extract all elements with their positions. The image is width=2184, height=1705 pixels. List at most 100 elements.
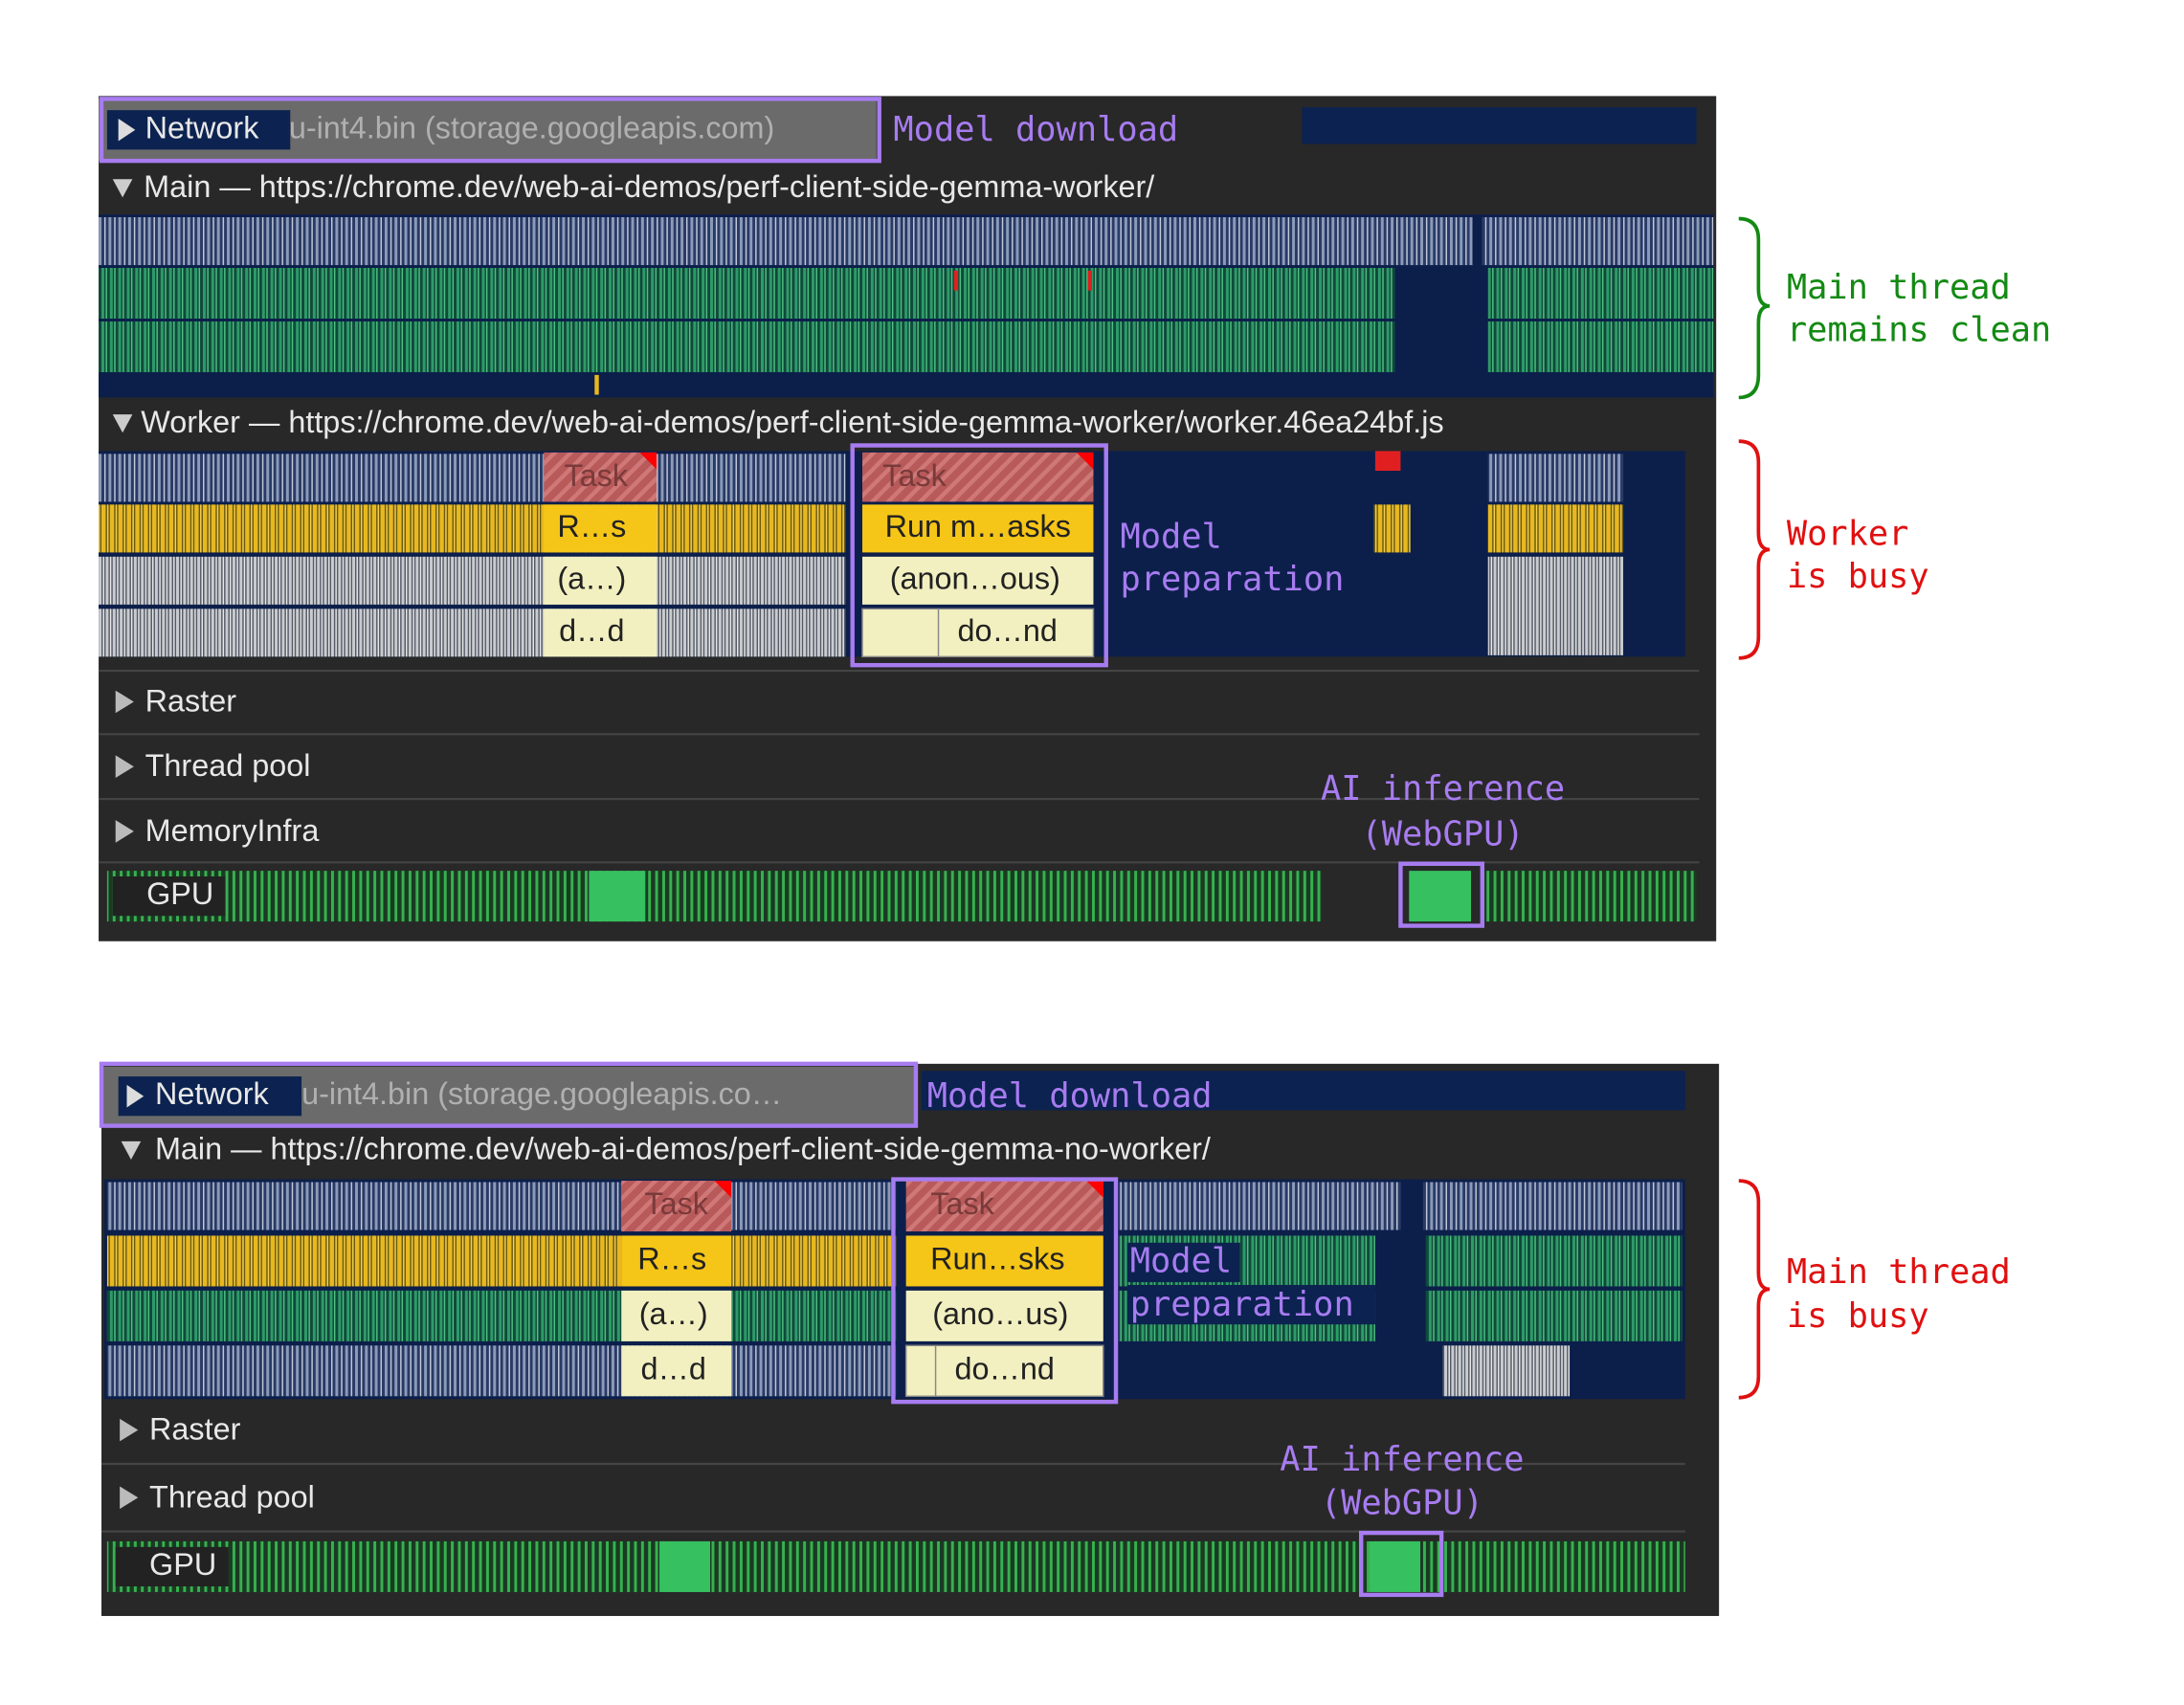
brace [1738,439,1771,660]
brace [1738,1179,1771,1400]
expand-arrow[interactable] [120,1486,139,1510]
side-note: Main thread [1787,1252,2011,1292]
task-label: Task [930,1186,994,1221]
download-note: Model download [893,110,1178,149]
highlight-box [99,1061,919,1128]
track-label[interactable]: Thread pool [145,748,311,783]
flame-block[interactable] [862,504,1094,553]
task-block[interactable] [905,1181,1103,1232]
flame-label: (anon…ous) [890,561,1060,595]
track-label[interactable]: Thread pool [149,1479,315,1514]
flame-event [1087,270,1092,291]
task-stack: Task R…s (a…) d…d [621,1181,732,1397]
flame-event [1374,451,1401,472]
task-block[interactable] [621,1181,732,1232]
network-track-label[interactable]: Network [155,1076,270,1111]
flame-block[interactable] [904,1344,1104,1398]
flame-row [1487,268,1714,320]
flame-label: (ano…us) [932,1296,1068,1331]
gpu-row [1482,871,1697,922]
main-track-label[interactable]: Main — https://chrome.dev/web-ai-demos/p… [144,169,1154,204]
inference-note: AI inference [1321,769,1565,808]
flame-block[interactable] [905,1235,1103,1287]
flame-block[interactable] [621,1345,732,1397]
network-label-bg [106,110,291,150]
note-bg [1126,1242,1240,1283]
gpu-row [106,1540,1685,1592]
gpu-row [106,871,1322,922]
flame-row [106,1290,897,1341]
main-track-label[interactable]: Main — https://chrome.dev/web-ai-demos/p… [155,1132,1211,1166]
flame-row [1487,321,1714,372]
flame-row [1487,454,1624,502]
prep-note: Model [1120,518,1221,557]
side-note: Main thread [1787,268,2011,307]
flame-row [99,504,846,553]
flame-block[interactable] [862,556,1094,605]
flame-block[interactable] [544,504,657,553]
prep-note: preparation [1130,1285,1354,1324]
inference-note: (WebGPU) [1362,814,1525,853]
flame-label: d…d [641,1351,706,1385]
track-label[interactable]: Raster [145,683,237,718]
flame-row [106,1182,897,1230]
collapse-arrow[interactable] [112,179,133,198]
flame-label: do…nd [955,1351,1055,1385]
track-label[interactable]: MemoryInfra [145,813,320,848]
task-stack: Task Run…sks (ano…us) do…nd [904,1181,1104,1398]
gpu-block [659,1540,711,1592]
network-track-label[interactable]: Network [145,110,260,144]
task-block[interactable] [862,452,1094,502]
flame-block[interactable] [905,1290,1103,1341]
request-label[interactable]: u-int4.bin (storage.googleapis.com) [289,110,775,144]
side-note: is busy [1787,1296,1929,1336]
flame-block[interactable] [861,608,1095,658]
inference-note: AI inference [1280,1440,1524,1479]
highlight-box [99,97,881,164]
flame-label: (a…) [639,1296,708,1331]
expand-arrow[interactable] [115,755,134,778]
flame-row [99,217,1473,266]
expand-arrow[interactable] [120,1418,139,1442]
flame-block[interactable] [544,556,657,605]
network-label-bg [118,1076,302,1117]
prep-note: preparation [1120,560,1344,599]
expand-arrow[interactable] [115,820,134,843]
expand-arrow[interactable] [118,118,136,142]
track-label[interactable]: GPU [146,876,213,911]
flame-row [1487,504,1624,553]
inference-note: (WebGPU) [1321,1484,1483,1523]
flame-event [594,374,599,395]
collapse-arrow[interactable] [121,1140,142,1160]
task-label: Task [564,458,628,493]
request-label[interactable]: u-int4.bin (storage.googleapis.co… [301,1076,782,1111]
request-bar [921,1071,1685,1111]
expand-arrow[interactable] [126,1084,145,1108]
flame-block[interactable] [621,1235,732,1287]
flame-row [99,321,1395,372]
flame-row [99,454,846,502]
task-block[interactable] [544,452,657,502]
flame-row [99,268,1395,320]
collapse-arrow[interactable] [112,414,133,433]
flame-label: do…nd [957,613,1057,648]
download-note: Model download [927,1076,1213,1116]
top-panel: Network u-int4.bin (storage.googleapis.c… [99,96,2051,941]
flame-label: Run…sks [930,1242,1064,1276]
gpu-block [1370,1540,1421,1592]
gpu-block [1409,871,1472,922]
worker-track-label[interactable]: Worker — https://chrome.dev/web-ai-demos… [141,405,1443,439]
flame-row [106,1235,897,1287]
flame-block[interactable] [621,1290,732,1341]
request-bar [1302,107,1697,144]
flame-row [1442,1345,1571,1397]
flame-event [953,270,959,291]
track-label[interactable]: GPU [149,1547,216,1582]
flame-row [99,609,846,657]
track-label[interactable]: Raster [149,1412,241,1447]
flame-row [1422,1182,1683,1230]
flame-block[interactable] [544,609,657,657]
flame-label: (a…) [557,561,626,595]
expand-arrow[interactable] [115,690,134,714]
